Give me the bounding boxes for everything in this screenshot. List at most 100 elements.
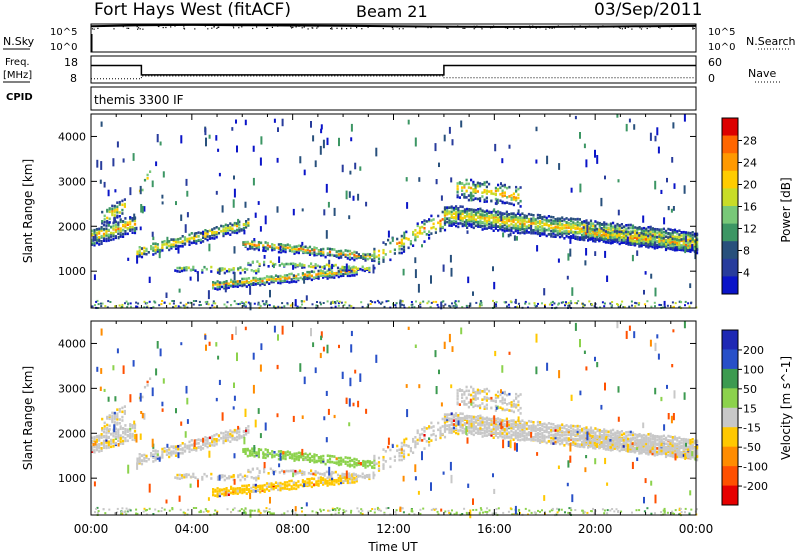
power-pixel	[402, 250, 406, 253]
power-pixel	[638, 237, 641, 241]
power-pixel	[678, 238, 681, 242]
velocity-pixel	[183, 449, 187, 452]
power-pixel	[601, 301, 604, 304]
velocity-pixel	[457, 429, 460, 432]
velocity-pixel	[293, 452, 296, 456]
power-pixel	[111, 204, 114, 208]
velocity-pixel	[572, 428, 575, 431]
power-pixel	[448, 210, 451, 213]
power-pixel	[519, 199, 522, 203]
velocity-pixel	[494, 417, 497, 421]
power-pixel	[344, 269, 347, 272]
velocity-pixel	[238, 490, 242, 494]
power-pixel	[490, 221, 493, 225]
velocity-pixel	[523, 437, 526, 440]
power-pixel	[472, 180, 475, 184]
power-pixel	[485, 189, 488, 193]
power-pixel	[405, 230, 408, 234]
power-pixel	[507, 303, 510, 306]
power-pixel	[545, 222, 548, 225]
velocity-pixel	[342, 460, 345, 463]
velocity-pixel	[342, 481, 345, 484]
velocity-pixel	[258, 469, 261, 473]
power-pixel	[658, 243, 661, 246]
power-pixel	[213, 234, 216, 237]
power-pixel	[146, 173, 149, 177]
power-pixel	[600, 234, 603, 237]
velocity-pixel	[286, 487, 289, 490]
noise-search-point	[476, 25, 478, 27]
power-pixel	[600, 230, 603, 233]
power-pixel	[539, 234, 542, 237]
power-pixel	[111, 207, 114, 211]
power-pixel	[620, 303, 623, 306]
velocity-pixel	[271, 469, 275, 473]
power-pixel	[536, 220, 539, 224]
velocity-pixel	[105, 439, 108, 442]
velocity-pixel	[116, 423, 119, 426]
velocity-pixel	[521, 430, 524, 434]
noise-search-point	[311, 27, 313, 29]
power-pixel	[586, 224, 589, 233]
power-pixel	[651, 234, 654, 238]
power-pixel	[523, 231, 526, 235]
power-pixel	[255, 244, 258, 247]
velocity-pixel	[332, 471, 335, 475]
velocity-pixel	[335, 480, 338, 484]
power-pixel	[617, 209, 620, 216]
power-pixel	[291, 246, 294, 249]
velocity-pixel	[574, 430, 577, 434]
power-pixel	[514, 224, 517, 228]
power-pixel	[114, 225, 117, 229]
power-pixel	[145, 302, 148, 304]
power-pixel	[662, 243, 665, 246]
power-pixel	[578, 221, 581, 225]
velocity-pixel	[250, 489, 253, 493]
power-pixel	[595, 227, 599, 231]
power-colorbar-tick-label: 16	[743, 201, 757, 214]
power-pixel	[585, 159, 588, 168]
power-pixel	[302, 250, 305, 254]
velocity-pixel	[112, 434, 115, 437]
power-pixel	[245, 223, 248, 227]
velocity-pixel	[497, 423, 500, 426]
power-pixel	[353, 271, 356, 274]
power-pixel	[328, 274, 331, 277]
velocity-pixel	[405, 444, 408, 447]
velocity-pixel	[185, 473, 188, 476]
power-pixel	[416, 224, 419, 228]
velocity-pixel	[494, 429, 497, 433]
power-pixel	[229, 227, 232, 231]
velocity-pixel	[101, 417, 104, 421]
power-pixel	[478, 305, 481, 308]
velocity-pixel	[547, 422, 550, 425]
velocity-pixel	[113, 416, 116, 419]
power-pixel	[349, 170, 352, 175]
velocity-pixel	[361, 472, 364, 476]
power-pixel	[693, 242, 696, 246]
velocity-pixel	[366, 464, 369, 468]
power-pixel	[503, 183, 506, 187]
velocity-pixel	[516, 431, 520, 435]
power-pixel	[472, 226, 475, 230]
power-pixel	[316, 301, 318, 303]
velocity-pixel	[423, 426, 426, 429]
power-pixel	[499, 193, 502, 196]
noise-search-point	[350, 27, 352, 29]
power-pixel	[472, 198, 475, 202]
power-pixel	[348, 191, 351, 198]
power-pixel	[105, 232, 108, 235]
velocity-pixel	[258, 471, 261, 474]
power-pixel	[427, 300, 430, 303]
velocity-pixel	[479, 427, 482, 430]
power-pixel	[625, 227, 628, 231]
power-pixel	[243, 283, 246, 287]
power-pixel	[455, 205, 458, 208]
power-pixel	[543, 215, 546, 219]
velocity-pixel	[541, 423, 544, 426]
velocity-pixel	[266, 448, 269, 452]
power-pixel	[348, 252, 352, 256]
power-pixel	[374, 301, 377, 304]
velocity-pixel	[443, 419, 447, 422]
